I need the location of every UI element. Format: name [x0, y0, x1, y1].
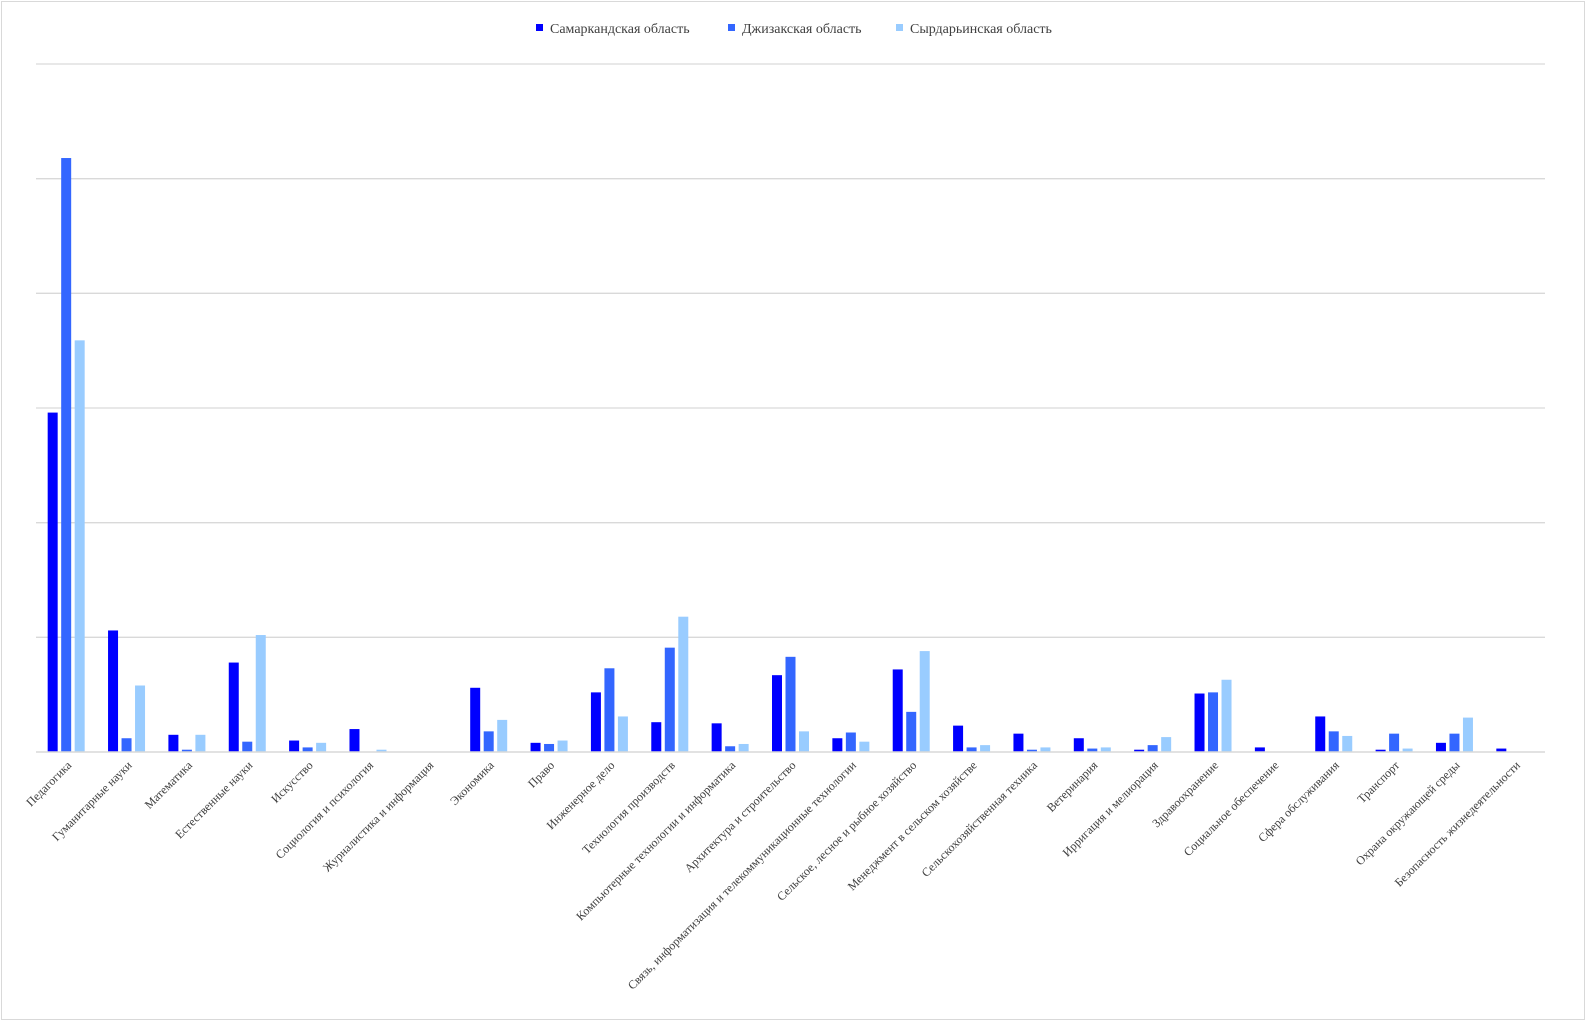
bar [1194, 693, 1205, 752]
x-tick-label: Право [525, 758, 557, 790]
legend-swatch [536, 24, 543, 31]
bar [1496, 748, 1507, 752]
bar [919, 651, 930, 752]
legend-swatch [728, 24, 735, 31]
legend-label: Самаркандская область [550, 22, 690, 37]
bar [108, 630, 119, 752]
bar [1026, 749, 1037, 752]
x-tick-label: Экономика [447, 758, 497, 808]
bar [1402, 748, 1413, 752]
legend-label: Сырдарьинская область [910, 22, 1052, 37]
bar [966, 747, 977, 752]
bar [738, 743, 749, 752]
bar [483, 731, 494, 752]
bar [1389, 733, 1400, 752]
bar [1040, 747, 1051, 752]
bar [1147, 745, 1158, 752]
bar [195, 734, 206, 752]
bar [799, 731, 809, 752]
bar [892, 669, 903, 752]
bar [61, 158, 72, 752]
bar [590, 692, 601, 752]
bar [121, 738, 132, 752]
bar [678, 616, 689, 752]
bar [181, 749, 192, 752]
bar [785, 656, 796, 752]
x-tick-label: Охрана окружающей среды [1353, 758, 1463, 868]
bar [1328, 731, 1339, 752]
x-tick-label: Сельскохозяйственная техника [919, 758, 1041, 880]
x-tick-label: Безопасность жизнедеятельности [1392, 758, 1524, 890]
x-tick-label: Педагогика [23, 758, 75, 810]
bar [228, 662, 239, 752]
bar [1254, 747, 1265, 752]
x-tick-label: Социология и психология [273, 758, 377, 862]
x-tick-label: Математика [142, 758, 196, 812]
bar [316, 742, 327, 752]
legend: Самаркандская область Джизакская область С… [536, 22, 1052, 37]
bar [74, 340, 85, 752]
bar [664, 647, 675, 752]
bar [1073, 738, 1084, 752]
legend-swatch [896, 24, 903, 31]
bar [1221, 679, 1232, 752]
bar [470, 687, 481, 752]
x-tick-label: Транспорт [1355, 758, 1403, 806]
bar [1375, 749, 1386, 752]
bar [832, 738, 843, 752]
bar [168, 734, 179, 752]
bar [1342, 735, 1353, 752]
bar [1315, 716, 1326, 752]
bar [845, 732, 856, 752]
x-tick-label: Связь, информатизация и телекоммуникацио… [625, 758, 860, 993]
bar [953, 725, 964, 752]
bar [544, 743, 555, 752]
bar [772, 675, 782, 752]
bar [1161, 737, 1172, 752]
bar [617, 716, 628, 752]
bars [47, 158, 1507, 752]
bar [980, 745, 991, 752]
x-tick-label: Ветеринария [1044, 758, 1101, 815]
bar [1208, 692, 1219, 752]
bar [1435, 742, 1446, 752]
x-tick-label: Искусство [268, 758, 315, 805]
bar [557, 740, 568, 752]
bar [530, 742, 541, 752]
bar [349, 729, 360, 752]
bar [1449, 733, 1460, 752]
bar [497, 719, 508, 752]
bar [906, 711, 917, 752]
bar [1087, 748, 1098, 752]
bar [289, 740, 300, 752]
x-tick-label: Архитектура и строительство [682, 758, 799, 875]
bar [604, 668, 615, 752]
bar [1134, 749, 1145, 752]
bar [255, 635, 266, 752]
x-tick-label: Менеджмент в сельском хозяйстве [845, 758, 980, 893]
bar [47, 412, 58, 752]
bar [302, 747, 313, 752]
x-tick-label: Журналистика и информация [320, 758, 437, 875]
bar [651, 722, 662, 752]
bar [1462, 717, 1473, 752]
bar [711, 723, 722, 752]
bar [242, 741, 253, 752]
gridlines [36, 63, 1545, 638]
legend-label: Джизакская область [742, 22, 862, 37]
bar [725, 746, 736, 752]
bar [135, 685, 146, 752]
bar [1013, 733, 1024, 752]
bar [859, 741, 870, 752]
bar [376, 749, 387, 752]
bar [1100, 747, 1111, 752]
